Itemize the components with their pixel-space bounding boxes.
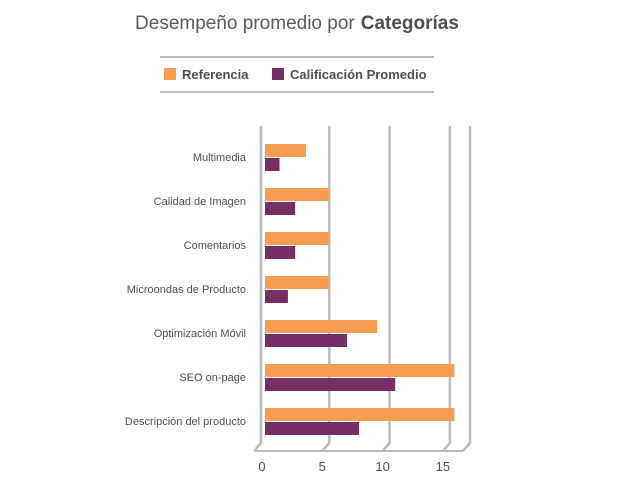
bar-calidad-de-imagen-referencia [265, 188, 329, 201]
x-tick-label-15: 15 [436, 459, 450, 474]
category-label-microondas-de-producto: Microondas de Producto [127, 284, 246, 296]
category-label-multimedia: Multimedia [193, 152, 247, 164]
bar-microondas-de-producto-calificacion-promedio [265, 290, 288, 303]
chart-title-prefix: Desempeño promedio por [135, 13, 355, 34]
bar-seo-on-page-calificacion-promedio [265, 378, 396, 391]
legend-swatch-referencia [164, 68, 176, 80]
category-labels: Multimedia Calidad de Imagen Comentarios Mi… [125, 152, 247, 428]
gridline-5 [321, 126, 331, 452]
legend-swatch-calificacion-promedio [272, 68, 284, 80]
bar-comentarios-referencia [265, 232, 329, 245]
chart-title: Desempeño promedio por Categorías [135, 13, 459, 34]
bars [265, 144, 455, 435]
category-label-seo-on-page: SEO on-page [179, 372, 246, 384]
bar-multimedia-calificacion-promedio [265, 158, 280, 171]
legend: Referencia Calificación Promedio [164, 67, 427, 82]
gridline-end [462, 126, 472, 452]
legend-label-referencia: Referencia [182, 67, 249, 82]
bar-optimizacion-movil-calificacion-promedio [265, 334, 347, 347]
bar-descripcion-del-producto-referencia [265, 408, 455, 421]
bar-seo-on-page-referencia [265, 364, 455, 377]
chart-title-emphasis: Categorías [361, 13, 459, 34]
category-label-calidad-de-imagen: Calidad de Imagen [154, 196, 246, 208]
legend-label-calificacion-promedio: Calificación Promedio [290, 67, 427, 82]
bar-optimizacion-movil-referencia [265, 320, 378, 333]
category-label-optimizacion-movil: Optimización Móvil [154, 328, 246, 340]
gridline-10 [381, 126, 391, 452]
x-tick-label-5: 5 [319, 459, 326, 474]
bar-comentarios-calificacion-promedio [265, 246, 296, 259]
y-axis-line [253, 126, 263, 452]
x-tick-label-0: 0 [258, 459, 265, 474]
bar-calidad-de-imagen-calificacion-promedio [265, 202, 296, 215]
gridline-15 [441, 126, 452, 452]
x-tick-label-10: 10 [375, 459, 389, 474]
category-label-descripcion-del-producto: Descripción del producto [125, 416, 246, 428]
bar-descripcion-del-producto-calificacion-promedio [265, 422, 360, 435]
category-label-comentarios: Comentarios [184, 240, 247, 252]
bar-microondas-de-producto-referencia [265, 276, 329, 289]
gridlines [253, 126, 472, 452]
bar-multimedia-referencia [265, 144, 306, 157]
x-tick-labels: 0 5 10 15 [258, 459, 450, 474]
